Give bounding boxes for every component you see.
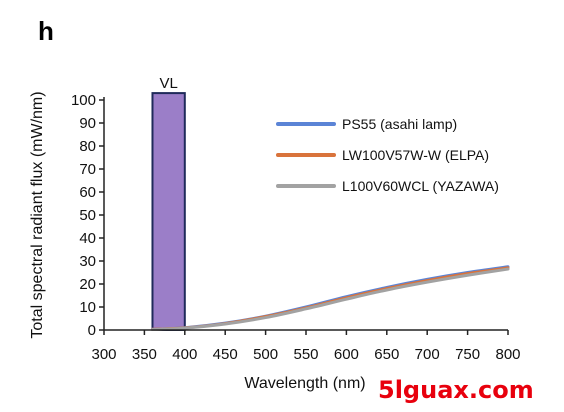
y-tick-label: 70 [79,161,96,178]
x-tick-label: 600 [334,346,359,363]
x-tick-label: 500 [253,346,278,363]
series-line-3 [150,267,510,332]
axes: 0 10 20 30 40 50 60 70 80 90 100 300 350 400 450 500 550… [71,92,521,363]
y-tick-label: 0 [88,322,96,339]
x-tick-label: 450 [213,346,238,363]
x-tick-label: 650 [374,346,399,363]
y-tick-label: 60 [79,184,96,201]
panel-label: h [38,16,54,46]
x-tick-label: 300 [91,346,116,363]
x-tick-label: 750 [455,346,480,363]
y-tick-label: 90 [79,115,96,132]
y-tick-label: 10 [79,299,96,316]
y-tick-label: 30 [79,253,96,270]
legend-label: LW100V57W-W (ELPA) [342,147,489,163]
x-tick-label: 400 [172,346,197,363]
y-axis-title: Total spectral radiant flux (mW/nm) [29,91,46,338]
plot-area: VL [150,75,510,332]
x-axis-title: Wavelength (nm) [244,375,365,392]
y-tick-label: 20 [79,276,96,293]
x-tick-label: 350 [132,346,157,363]
vl-band [151,92,186,331]
y-tick-label: 100 [71,92,96,109]
watermark-text: 5lguax.com [378,376,534,404]
x-tick-label: 550 [293,346,318,363]
vl-band-label: VL [159,75,177,92]
legend: PS55 (asahi lamp) LW100V57W-W (ELPA) L100V… [276,116,499,194]
x-tick-label: 700 [415,346,440,363]
y-tick-label: 50 [79,207,96,224]
y-tick-label: 40 [79,230,96,247]
y-tick-label: 80 [79,138,96,155]
x-tick-label: 800 [495,346,520,363]
legend-label: PS55 (asahi lamp) [342,116,457,132]
legend-label: L100V60WCL (YAZAWA) [342,178,499,194]
